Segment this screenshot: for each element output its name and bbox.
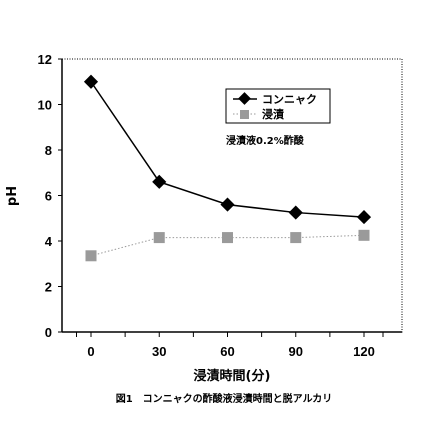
series-0-point-4 bbox=[356, 210, 372, 225]
y-tick-label-1: 2 bbox=[45, 280, 52, 295]
y-tick-label-5: 10 bbox=[38, 98, 52, 113]
y-axis-label: pH bbox=[5, 186, 20, 206]
x-tick-label-0: 0 bbox=[87, 344, 94, 359]
x-axis-label: 浸漬時間(分) bbox=[194, 368, 271, 384]
legend-label-shinseki: 浸漬 bbox=[262, 107, 285, 121]
x-tick-label-4: 120 bbox=[353, 344, 375, 359]
x-tick-label-2: 60 bbox=[220, 344, 234, 359]
legend-label-konnyaku: コンニャク bbox=[262, 93, 317, 106]
series-1-point-4 bbox=[358, 229, 370, 241]
legend-marker-shinseki bbox=[240, 110, 249, 119]
annotation-text: 浸漬液0.2%酢酸 bbox=[226, 134, 305, 147]
series-0-point-2 bbox=[220, 197, 235, 212]
y-tick-label-2: 4 bbox=[45, 234, 53, 249]
series-1-point-3 bbox=[290, 232, 302, 244]
series-1-point-2 bbox=[222, 232, 233, 244]
y-tick-label-0: 0 bbox=[45, 325, 52, 340]
x-tick-label-3: 90 bbox=[289, 344, 303, 359]
series-1-point-1 bbox=[153, 232, 165, 244]
series-0-point-1 bbox=[152, 174, 167, 189]
series-0-point-3 bbox=[288, 205, 303, 220]
y-tick-label-3: 6 bbox=[45, 189, 52, 204]
series-0-point-0 bbox=[83, 74, 99, 89]
series-1-point-0 bbox=[85, 250, 97, 262]
y-tick-label-4: 8 bbox=[45, 143, 52, 158]
x-tick-label-1: 30 bbox=[152, 344, 166, 359]
legend: コンニャク 浸漬 bbox=[225, 88, 331, 124]
y-tick-label-6: 12 bbox=[38, 52, 52, 67]
legend-marker-konnyaku bbox=[238, 92, 251, 105]
figure-caption: 図1 コンニャクの酢酸液浸漬時間と脱アルカリ bbox=[116, 392, 333, 405]
